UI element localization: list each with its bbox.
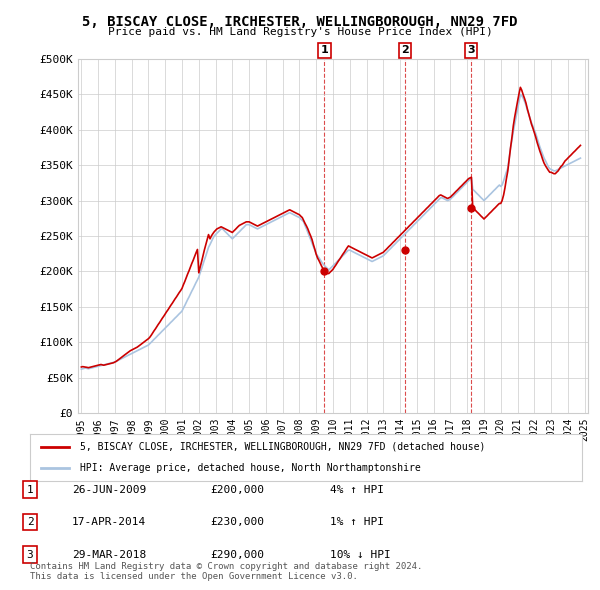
- Text: 5, BISCAY CLOSE, IRCHESTER, WELLINGBOROUGH, NN29 7FD (detached house): 5, BISCAY CLOSE, IRCHESTER, WELLINGBOROU…: [80, 442, 485, 452]
- Text: 4% ↑ HPI: 4% ↑ HPI: [330, 485, 384, 494]
- Text: 3: 3: [26, 550, 34, 559]
- Text: HPI: Average price, detached house, North Northamptonshire: HPI: Average price, detached house, Nort…: [80, 463, 421, 473]
- Text: 10% ↓ HPI: 10% ↓ HPI: [330, 550, 391, 559]
- Text: 1% ↑ HPI: 1% ↑ HPI: [330, 517, 384, 527]
- Text: £200,000: £200,000: [210, 485, 264, 494]
- Text: Price paid vs. HM Land Registry's House Price Index (HPI): Price paid vs. HM Land Registry's House …: [107, 27, 493, 37]
- Text: 3: 3: [467, 45, 475, 55]
- Text: 1: 1: [320, 45, 328, 55]
- Text: £290,000: £290,000: [210, 550, 264, 559]
- Text: 26-JUN-2009: 26-JUN-2009: [72, 485, 146, 494]
- Text: 5, BISCAY CLOSE, IRCHESTER, WELLINGBOROUGH, NN29 7FD: 5, BISCAY CLOSE, IRCHESTER, WELLINGBOROU…: [82, 15, 518, 29]
- Text: Contains HM Land Registry data © Crown copyright and database right 2024.
This d: Contains HM Land Registry data © Crown c…: [30, 562, 422, 581]
- Text: 1: 1: [26, 485, 34, 494]
- Text: 2: 2: [26, 517, 34, 527]
- Text: £230,000: £230,000: [210, 517, 264, 527]
- Text: 2: 2: [401, 45, 409, 55]
- Text: 17-APR-2014: 17-APR-2014: [72, 517, 146, 527]
- Text: 29-MAR-2018: 29-MAR-2018: [72, 550, 146, 559]
